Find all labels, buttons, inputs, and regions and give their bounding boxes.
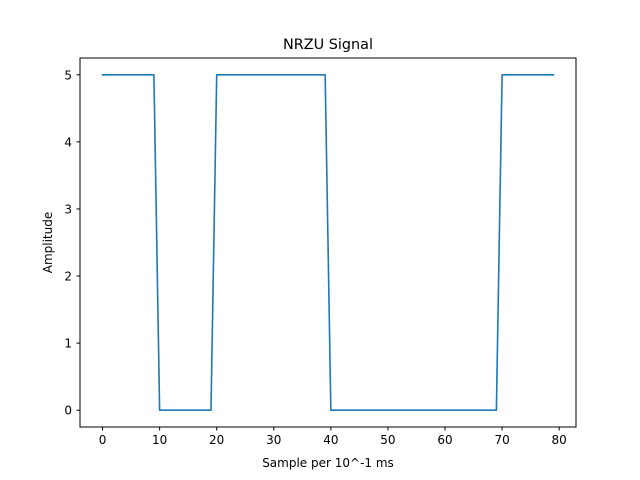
x-tick-label: 10 xyxy=(152,433,167,447)
x-tick-label: 30 xyxy=(266,433,281,447)
x-axis-label: Sample per 10^-1 ms xyxy=(262,456,394,470)
x-tick-label: 40 xyxy=(323,433,338,447)
y-axis-ticks: 0 1 2 3 4 5 xyxy=(64,68,80,418)
y-tick-label: 4 xyxy=(64,135,72,149)
x-tick-label: 80 xyxy=(552,433,567,447)
y-tick-label: 5 xyxy=(64,68,72,82)
y-tick-label: 2 xyxy=(64,270,72,284)
x-tick-label: 70 xyxy=(494,433,509,447)
series-line xyxy=(101,73,555,412)
y-tick-label: 0 xyxy=(64,404,72,418)
axes-frame xyxy=(79,57,577,428)
x-tick-label: 0 xyxy=(99,433,107,447)
x-tick-label: 20 xyxy=(209,433,224,447)
x-axis-ticks: 0 10 20 30 40 50 60 70 80 xyxy=(99,427,567,447)
y-tick-label: 1 xyxy=(64,337,72,351)
x-tick-label: 50 xyxy=(380,433,395,447)
x-tick-label: 60 xyxy=(437,433,452,447)
series-layer xyxy=(101,73,555,412)
axes-spines xyxy=(79,57,577,428)
y-tick-label: 3 xyxy=(64,202,72,216)
y-axis-label: Amplitude xyxy=(41,212,55,274)
chart-title: NRZU Signal xyxy=(283,37,373,53)
